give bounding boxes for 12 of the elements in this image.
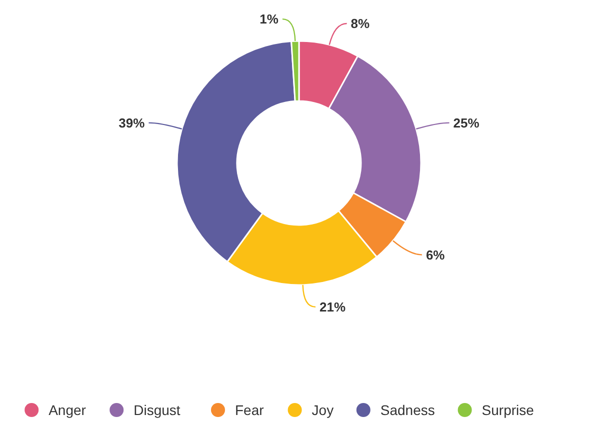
data-label: 21% <box>320 299 346 314</box>
data-label: 6% <box>426 247 446 262</box>
legend-label: Joy <box>312 402 334 418</box>
legend-label: Anger <box>48 402 86 418</box>
data-label: 39% <box>118 115 146 130</box>
legend-label: Sadness <box>380 402 435 418</box>
legend-label: Disgust <box>134 402 180 418</box>
legend-label: Surprise <box>482 402 534 418</box>
data-label: 25% <box>453 115 480 130</box>
data-label: 8% <box>350 16 370 32</box>
data-label: 1% <box>260 12 279 27</box>
legend-label: Fear <box>235 402 264 418</box>
